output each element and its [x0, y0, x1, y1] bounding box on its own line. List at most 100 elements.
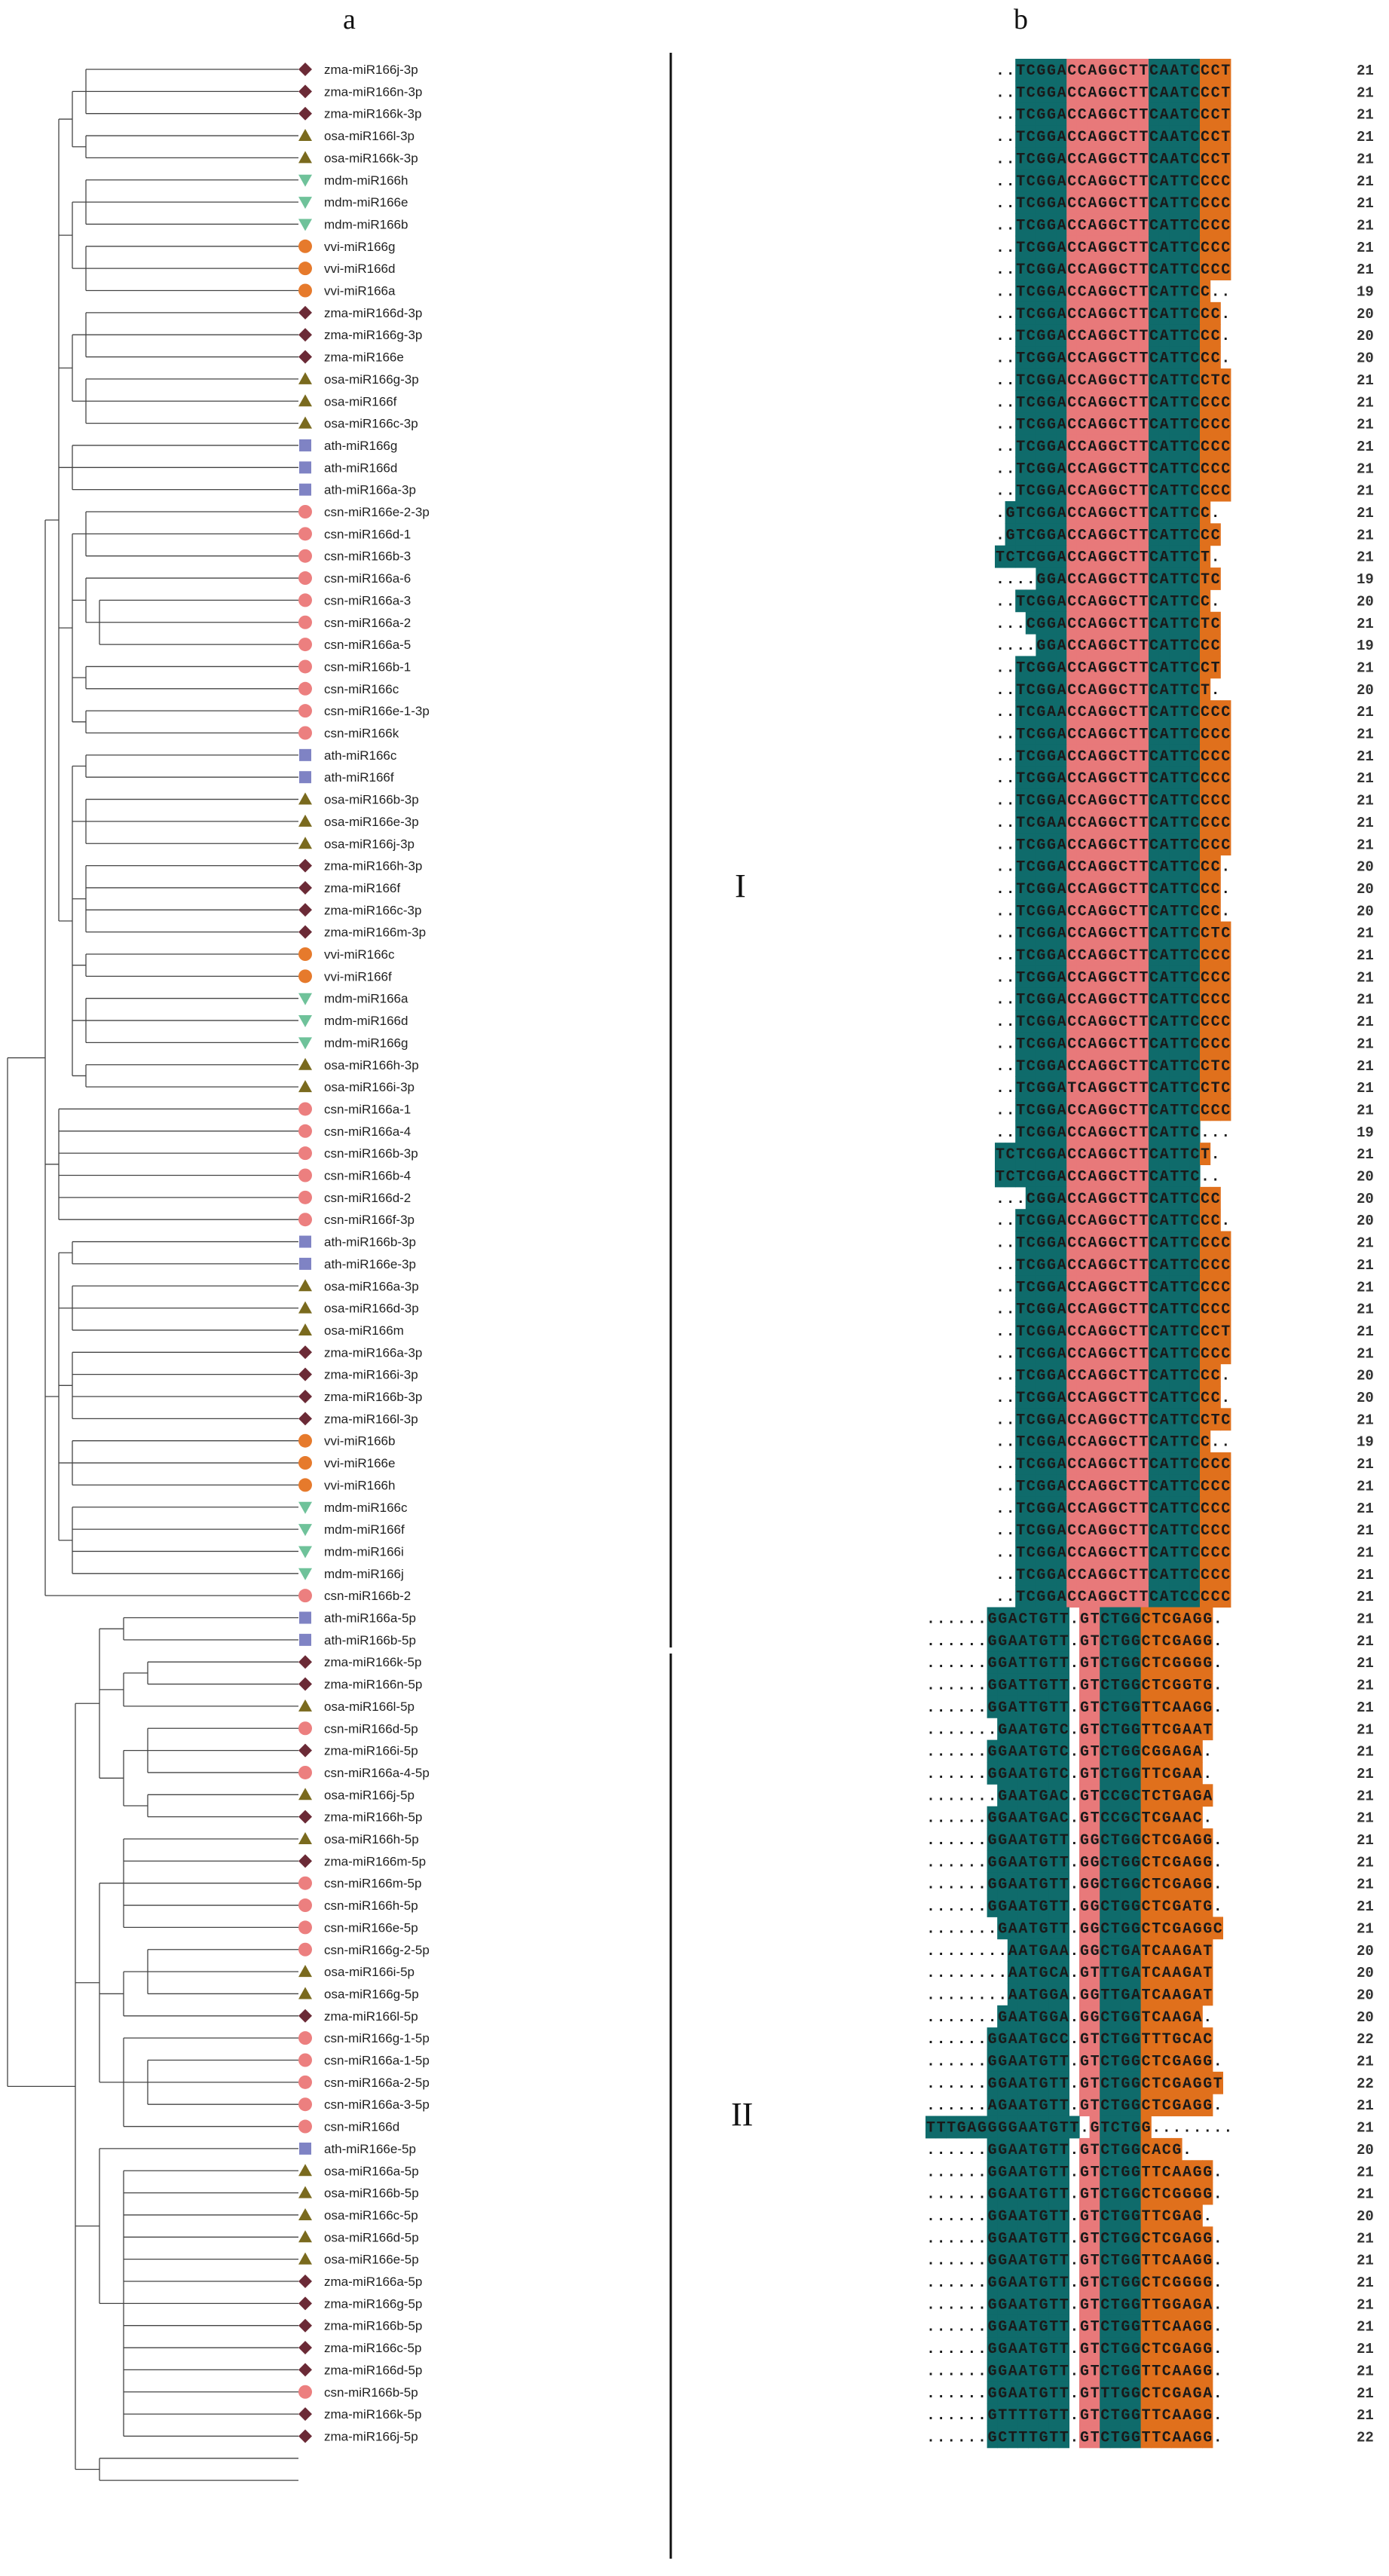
alignment-char: T	[1129, 460, 1138, 478]
alignment-char: A	[1008, 1678, 1017, 1695]
alignment-char: C	[1190, 616, 1199, 633]
alignment-char: C	[1190, 1080, 1199, 1097]
alignment-char: C	[1100, 1633, 1109, 1651]
alignment-char: C	[1221, 240, 1230, 257]
alignment-char: .	[1006, 1257, 1015, 1274]
alignment-char: G	[988, 1678, 997, 1695]
alignment-char: A	[1057, 1345, 1066, 1363]
alignment-char: C	[1149, 1191, 1158, 1208]
alignment-char: T	[1139, 1368, 1148, 1385]
alignment-char: T	[1139, 460, 1148, 478]
species-marker-zma	[298, 2275, 312, 2288]
alignment-char: G	[1182, 1678, 1192, 1695]
alignment-char: T	[1180, 1390, 1189, 1407]
alignment-char: C	[1118, 84, 1127, 102]
alignment-cell	[1127, 59, 1139, 81]
alignment-char: C	[1190, 483, 1199, 500]
alignment-char: C	[1149, 1522, 1158, 1540]
alignment-char: .	[1006, 571, 1015, 589]
alignment-char: G	[1193, 1877, 1202, 1894]
alignment-char: C	[1190, 439, 1199, 456]
alignment-char: T	[1129, 1036, 1138, 1053]
alignment-char: C	[1078, 1434, 1087, 1452]
alignment-char: A	[1160, 1589, 1169, 1606]
alignment-char: A	[1182, 1898, 1192, 1916]
alignment-char: C	[1149, 350, 1158, 368]
alignment-char: C	[1149, 417, 1158, 434]
alignment-char: .	[996, 1036, 1005, 1053]
alignment-char: G	[1109, 549, 1118, 567]
alignment-cell	[1015, 390, 1026, 414]
alignment-char: C	[1201, 1368, 1210, 1385]
sequence-length: 21	[1357, 1456, 1374, 1473]
alignment-char: C	[1026, 151, 1036, 168]
alignment-char: T	[1142, 2009, 1151, 2027]
alignment-char: T	[1060, 1832, 1069, 1849]
alignment-char: C	[1201, 372, 1210, 390]
alignment-cell	[1076, 412, 1088, 436]
alignment-char: C	[1118, 727, 1127, 744]
alignment-char: T	[1139, 1434, 1148, 1452]
alignment-char: G	[1203, 1898, 1212, 1916]
alignment-char: C	[1026, 417, 1036, 434]
alignment-char: C	[1026, 63, 1036, 80]
alignment-char: .	[978, 1987, 987, 2004]
alignment-cell	[1179, 390, 1190, 414]
alignment-char: G	[1098, 969, 1107, 987]
alignment-cell	[1036, 434, 1047, 457]
alignment-char: G	[998, 1699, 1007, 1717]
alignment-char: C	[1221, 704, 1230, 721]
alignment-char: G	[1047, 859, 1056, 877]
alignment-char: A	[1018, 1744, 1027, 1761]
alignment-char: C	[1067, 1102, 1076, 1119]
alignment-char: G	[1036, 483, 1045, 500]
alignment-char: A	[1088, 793, 1097, 810]
alignment-char: C	[1162, 1898, 1171, 1916]
alignment-char: .	[1221, 903, 1230, 920]
alignment-cell	[1025, 213, 1036, 237]
alignment-char: C	[1118, 1036, 1127, 1053]
alignment-char: C	[1067, 505, 1076, 522]
alignment-char: G	[1121, 2097, 1130, 2115]
leaf-label: csn-miR166a-2	[324, 616, 411, 630]
alignment-char: T	[1016, 240, 1025, 257]
alignment-char: C	[1149, 969, 1158, 987]
alignment-char: T	[1180, 1478, 1189, 1495]
alignment-char: A	[1057, 1014, 1066, 1031]
alignment-char: G	[1047, 1522, 1056, 1540]
alignment-char: .	[1221, 1124, 1230, 1142]
alignment-char: G	[1121, 1987, 1130, 2004]
alignment-char: C	[1078, 1501, 1087, 1518]
alignment-char: C	[1211, 527, 1220, 544]
alignment-char: .	[1069, 1788, 1078, 1805]
alignment-char: C	[1078, 793, 1087, 810]
alignment-char: C	[1221, 992, 1230, 1009]
alignment-char: C	[1118, 1434, 1127, 1452]
alignment-char: .	[978, 1744, 987, 1761]
sequence-length: 20	[1357, 1943, 1374, 1960]
species-marker-ath	[299, 2142, 311, 2155]
alignment-cell	[1127, 346, 1139, 369]
alignment-char: T	[1091, 1633, 1100, 1651]
alignment-char: A	[1182, 2054, 1192, 2071]
leaf-label: vvi-miR166b	[324, 1434, 395, 1449]
alignment-char: .	[1006, 1080, 1015, 1097]
alignment-cell	[1149, 368, 1160, 391]
alignment-char: G	[1098, 129, 1107, 146]
alignment-char: T	[1139, 1213, 1148, 1230]
alignment-char: T	[1129, 1522, 1138, 1540]
alignment-char: .	[937, 1611, 946, 1629]
alignment-char: G	[1109, 1014, 1118, 1031]
alignment-char: G	[1131, 1633, 1140, 1651]
alignment-char: G	[1039, 1611, 1048, 1629]
alignment-char: C	[1149, 815, 1158, 832]
alignment-cell	[1220, 213, 1231, 237]
alignment-char: A	[1008, 2097, 1017, 2115]
alignment-char: A	[1057, 1169, 1066, 1186]
alignment-char: .	[947, 1832, 956, 1849]
alignment-char: C	[1067, 593, 1076, 610]
alignment-cell	[1107, 213, 1118, 237]
alignment-char: T	[1201, 571, 1210, 589]
alignment-char: G	[1047, 659, 1056, 677]
species-marker-zma	[298, 1367, 312, 1381]
